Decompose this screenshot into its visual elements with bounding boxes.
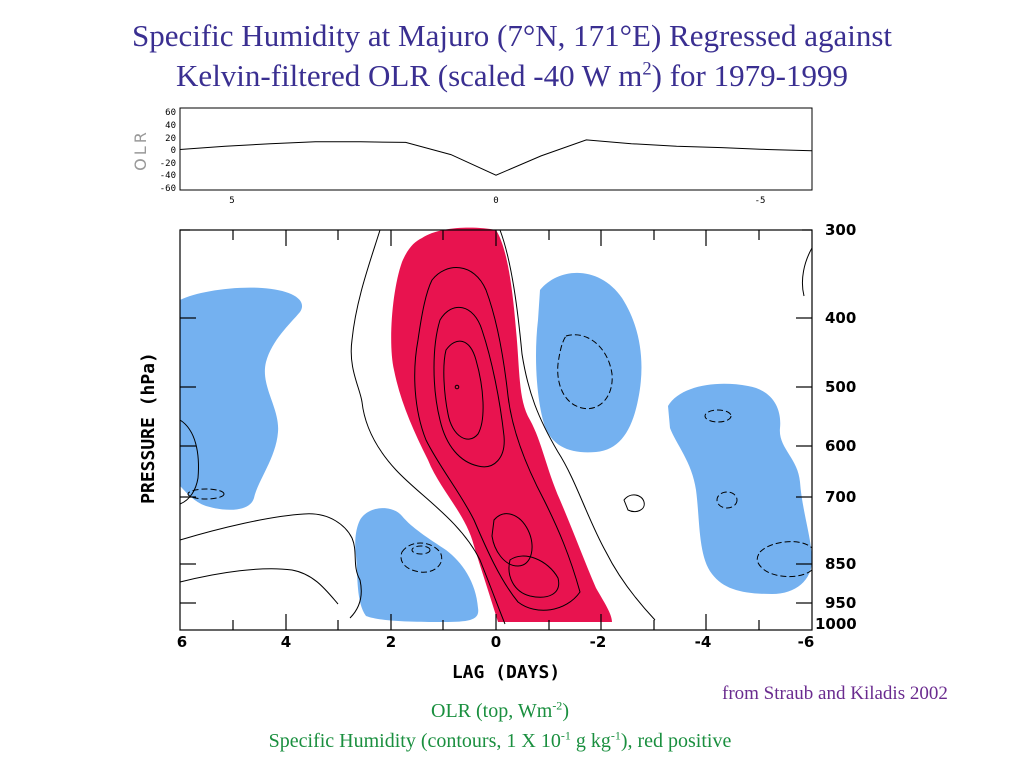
olr-ytick-m20: -20 <box>160 159 176 169</box>
contour-left-lower <box>179 513 362 619</box>
contour-outer-right <box>499 229 656 621</box>
contour-left-bottom <box>179 568 339 605</box>
caption-line-2-sup2: -1 <box>610 728 621 743</box>
olr-xtick-0: 0 <box>493 196 498 206</box>
caption-line-2: Specific Humidity (contours, 1 X 10-1 g … <box>0 728 1000 753</box>
dashed-contour-lower-1 <box>400 542 443 573</box>
negative-region-right <box>668 383 812 594</box>
olr-ytick-40: 40 <box>165 121 176 131</box>
olr-yticks: 60 40 20 0 -20 -40 -60 <box>160 108 176 194</box>
contour-small-loop <box>623 494 645 513</box>
pressure-labels: 300 400 500 600 700 850 950 1000 <box>815 221 857 633</box>
olr-frame <box>179 107 813 191</box>
contour-outer-left <box>350 229 506 625</box>
negative-region-left <box>180 287 303 510</box>
contour-left-mid <box>179 419 199 505</box>
olr-xticks: 5 0 -5 <box>229 196 765 206</box>
pressure-label-1000: 1000 <box>815 615 857 633</box>
pressure-label-400: 400 <box>825 309 856 327</box>
negative-region-mid-upper <box>536 272 642 453</box>
title-line-2-text: Kelvin-filtered OLR (scaled -40 W m <box>176 58 643 93</box>
caption-line-2-c: ), red positive <box>620 730 732 752</box>
caption-line-2-sup1: -1 <box>560 728 571 743</box>
pressure-label-700: 700 <box>825 488 856 506</box>
olr-series-line <box>179 139 813 176</box>
contour-center-dot <box>454 384 460 390</box>
title-line-1: Specific Humidity at Majuro (7°N, 171°E)… <box>131 18 892 53</box>
pressure-label-500: 500 <box>825 378 856 396</box>
olr-xtick-m5: -5 <box>755 196 766 206</box>
lag-label-m2: -2 <box>590 633 607 651</box>
contours-solid <box>179 229 813 625</box>
contour-right-edge <box>801 247 813 297</box>
caption-line-2-a: Specific Humidity (contours, 1 X 10 <box>268 730 561 752</box>
olr-ytick-m40: -40 <box>160 171 176 181</box>
lag-ticks <box>232 230 760 630</box>
pressure-label-300: 300 <box>825 221 856 239</box>
lag-label-6: 6 <box>177 633 187 651</box>
xaxis-label: LAG (DAYS) <box>452 662 560 683</box>
contour-panel: 300 400 500 600 700 850 950 1000 6 4 <box>138 221 857 683</box>
lag-label-4: 4 <box>281 633 291 651</box>
caption-line-2-b: g kg <box>570 730 611 752</box>
olr-ylabel: OLR <box>131 129 150 171</box>
lag-label-m6: -6 <box>798 633 815 651</box>
negative-region-lower <box>355 508 479 622</box>
olr-ytick-0: 0 <box>171 146 176 156</box>
caption-line-1: OLR (top, Wm-2) <box>0 698 1000 723</box>
caption-line-1-end: ) <box>562 700 569 722</box>
lag-label-2: 2 <box>386 633 396 651</box>
title-line-2: Kelvin-filtered OLR (scaled -40 W m2) fo… <box>0 58 1024 94</box>
lag-label-0: 0 <box>491 633 501 651</box>
title-line-2-end: ) for 1979-1999 <box>651 58 848 93</box>
pressure-label-850: 850 <box>825 555 856 573</box>
contour-inner-3 <box>443 340 484 440</box>
olr-panel: OLR 60 40 20 0 -20 -40 -60 5 0 -5 <box>131 107 813 206</box>
pressure-label-950: 950 <box>825 594 856 612</box>
pressure-ticks <box>180 229 812 604</box>
dashed-contour-mid-upper <box>557 334 613 410</box>
caption-line-1-text: OLR (top, Wm <box>431 700 553 722</box>
dashed-contour-right-3 <box>756 541 813 577</box>
pressure-label-600: 600 <box>825 437 856 455</box>
olr-ytick-m60: -60 <box>160 184 176 194</box>
positive-region <box>391 227 612 622</box>
lag-label-m4: -4 <box>695 633 712 651</box>
olr-ytick-60: 60 <box>165 108 176 118</box>
dashed-contour-left <box>187 488 225 500</box>
olr-xtick-5: 5 <box>229 196 234 206</box>
source-credit: from Straub and Kiladis 2002 <box>722 683 948 704</box>
dashed-contour-lower-2 <box>411 545 431 555</box>
caption-line-1-sup: -2 <box>552 698 563 713</box>
dashed-contour-right-1 <box>704 409 732 423</box>
title-superscript: 2 <box>642 58 652 80</box>
contours-dashed <box>187 334 813 577</box>
contour-inner-5 <box>508 555 560 598</box>
lag-labels: 6 4 2 0 -2 -4 -6 <box>177 633 815 651</box>
contour-inner-1 <box>414 267 581 611</box>
yaxis-label: PRESSURE (hPa) <box>138 352 159 504</box>
dashed-contour-right-2 <box>716 491 738 509</box>
olr-ytick-20: 20 <box>165 134 176 144</box>
contour-inner-2 <box>433 306 505 468</box>
